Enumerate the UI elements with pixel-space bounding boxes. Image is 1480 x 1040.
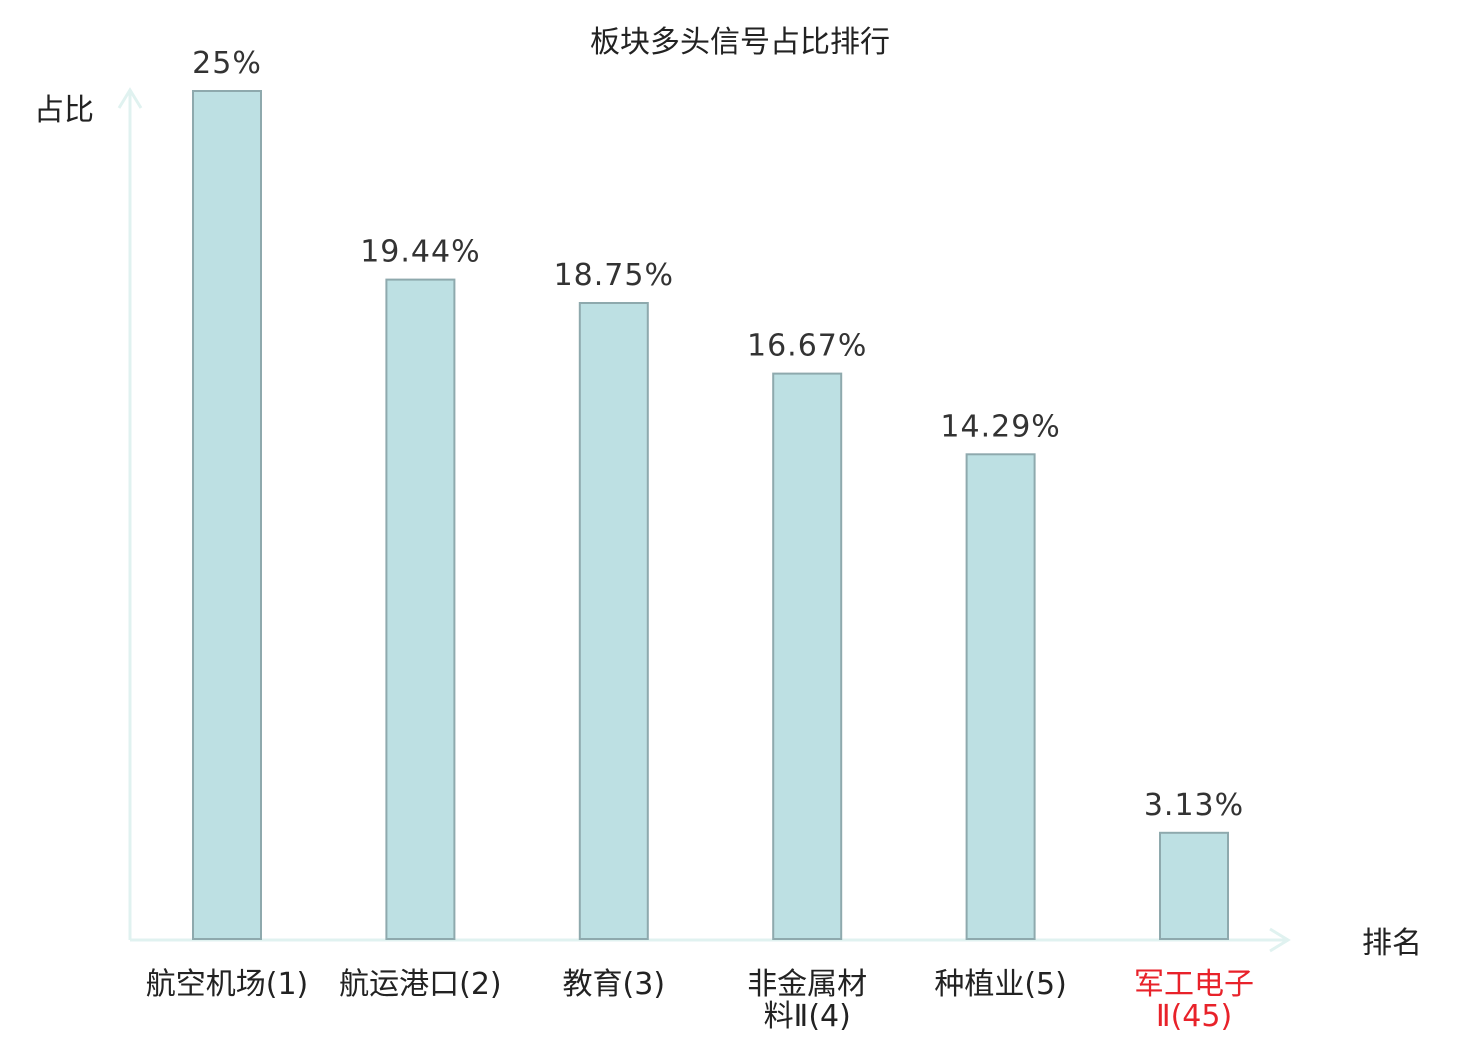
x-tick-label: 军工电子 Ⅱ(45) [1134,967,1254,1034]
bar [1159,831,1229,940]
bar [772,372,843,941]
x-tick-label-line: 航空机场(1) [146,967,309,1002]
bar-value-label: 3.13% [1144,788,1244,823]
x-axis-label: 排名 [1362,926,1422,961]
x-tick-label: 教育(3) [563,967,666,1002]
bar [578,302,649,940]
x-tick-label: 非金属材料Ⅱ(4) [747,967,867,1034]
x-tick-label-line: 料Ⅱ(4) [764,999,851,1034]
bar [192,90,262,940]
bar-value-label: 25% [192,46,262,81]
x-tick-label-line: 非金属材 [747,967,867,1002]
bar [965,453,1036,940]
x-axis-arrow-icon [1269,927,1291,953]
x-tick-label-line: 军工电子 [1134,967,1254,1002]
x-tick-label: 航空机场(1) [146,967,309,1002]
x-tick-label: 种植业(5) [934,967,1067,1002]
x-tick-label-line: 航运港口(2) [339,967,502,1002]
bar-value-label: 16.67% [747,329,867,364]
y-axis [117,87,143,940]
x-tick-label-line: Ⅱ(45) [1156,999,1232,1034]
bars-group [192,90,1229,941]
y-axis-arrow-icon [117,87,143,109]
bar [385,278,456,941]
x-tick-label: 航运港口(2) [339,967,502,1002]
chart-title: 板块多头信号占比排行 [590,25,890,60]
x-tick-label-line: 教育(3) [563,967,666,1002]
category-labels-group: 航空机场(1) 航运港口(2) 教育(3) 非金属材料Ⅱ(4) 种植业(5) 军工电子 Ⅱ(… [146,967,1254,1034]
x-tick-label-line: 种植业(5) [934,967,1067,1002]
bar-value-label: 19.44% [360,235,480,270]
x-axis [130,927,1291,953]
value-labels-group: 25% 19.44% 18.75% 16.67% 14.29% 3.13% [192,46,1244,823]
bar-value-label: 14.29% [940,409,1060,444]
bar-value-label: 18.75% [554,258,674,293]
y-axis-label: 占比 [34,93,94,128]
